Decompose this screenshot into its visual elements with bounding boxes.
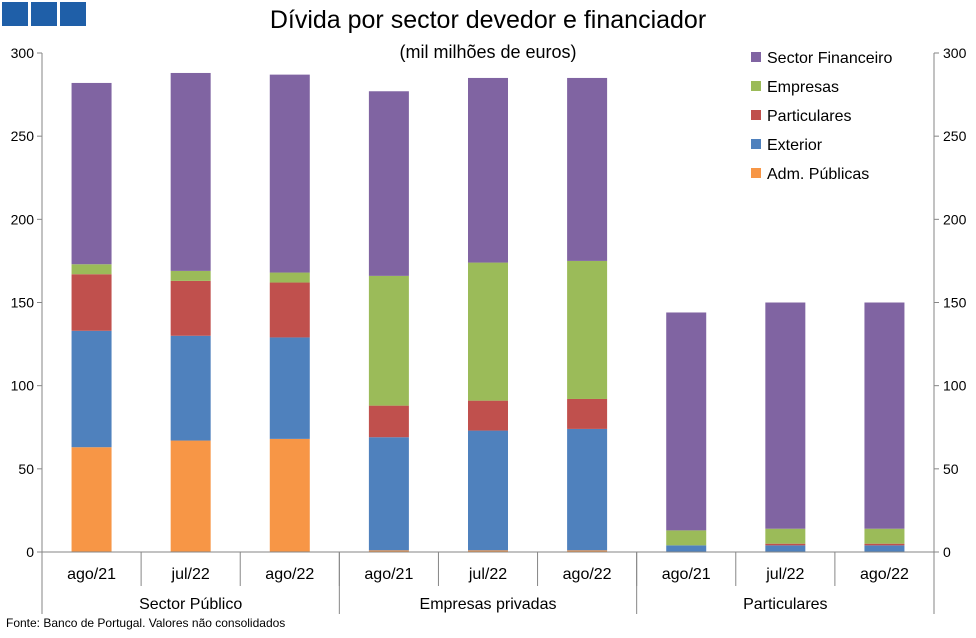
x-tick-label: jul/22 bbox=[468, 566, 507, 583]
bar-segment bbox=[468, 430, 508, 551]
bar-segment bbox=[567, 77, 608, 261]
bar-segment bbox=[368, 275, 409, 406]
bar-segment bbox=[666, 545, 707, 552]
y-tick-label-left: 100 bbox=[11, 378, 35, 394]
bar-segment bbox=[170, 335, 211, 441]
bar-segment bbox=[765, 543, 806, 546]
bar-segment bbox=[666, 312, 707, 531]
y-tick-label-right: 300 bbox=[943, 45, 967, 61]
bar-segment bbox=[864, 302, 905, 529]
y-tick-label-right: 100 bbox=[943, 378, 967, 394]
y-tick-label-left: 0 bbox=[26, 544, 34, 560]
bar-segment bbox=[567, 550, 608, 552]
legend-swatch bbox=[751, 168, 761, 178]
bar-segment bbox=[269, 282, 310, 338]
bar-segment bbox=[567, 398, 608, 429]
bar-segment bbox=[468, 262, 508, 401]
x-tick-label: ago/21 bbox=[662, 566, 711, 583]
bar-segment bbox=[170, 72, 211, 271]
legend-label: Empresas bbox=[767, 79, 839, 96]
bar-segment bbox=[368, 550, 409, 552]
bar-segment bbox=[864, 545, 905, 552]
x-tick-label: ago/21 bbox=[67, 566, 116, 583]
bar-segment bbox=[71, 447, 112, 552]
legend-swatch bbox=[751, 110, 761, 120]
source-note: Fonte: Banco de Portugal. Valores não co… bbox=[6, 616, 286, 630]
legend-label: Particulares bbox=[767, 108, 851, 125]
x-tick-label: ago/22 bbox=[265, 566, 314, 583]
chart-subtitle: (mil milhões de euros) bbox=[399, 42, 577, 62]
bar-segment bbox=[71, 264, 112, 275]
bar-segment bbox=[368, 437, 409, 551]
bar-segment bbox=[269, 74, 310, 273]
y-tick-label-left: 300 bbox=[11, 45, 35, 61]
bar-segment bbox=[864, 543, 905, 546]
x-tick-label: ago/22 bbox=[860, 566, 909, 583]
bar-segment bbox=[71, 330, 112, 448]
y-tick-label-left: 250 bbox=[11, 128, 35, 144]
legend-swatch bbox=[751, 81, 761, 91]
x-group-label: Particulares bbox=[743, 596, 827, 613]
bar-segment bbox=[368, 91, 409, 276]
bar-segment bbox=[666, 530, 707, 546]
bar-segment bbox=[269, 337, 310, 439]
bar-segment bbox=[765, 528, 806, 544]
bar-segment bbox=[269, 438, 310, 552]
bar-segment bbox=[368, 405, 409, 438]
bar-segment bbox=[170, 270, 211, 281]
y-tick-label-left: 200 bbox=[11, 211, 35, 227]
x-group-label: Empresas privadas bbox=[420, 596, 557, 613]
legend-label: Sector Financeiro bbox=[767, 50, 892, 67]
bar-segment bbox=[170, 440, 211, 552]
bar-segment bbox=[468, 400, 508, 431]
bar-segment bbox=[170, 280, 211, 336]
legend-label: Adm. Públicas bbox=[767, 166, 869, 183]
bar-segment bbox=[765, 302, 806, 529]
y-tick-label-left: 150 bbox=[11, 295, 35, 311]
bar-segment bbox=[567, 260, 608, 399]
y-tick-label-right: 250 bbox=[943, 128, 967, 144]
y-tick-label-right: 150 bbox=[943, 295, 967, 311]
bar-segment bbox=[864, 528, 905, 544]
bar-segment bbox=[468, 550, 508, 552]
y-tick-label-right: 200 bbox=[943, 211, 967, 227]
bar-segment bbox=[71, 82, 112, 265]
x-tick-label: ago/22 bbox=[563, 566, 612, 583]
legend-label: Exterior bbox=[767, 137, 823, 154]
bar-segment bbox=[567, 428, 608, 551]
chart-title: Dívida por sector devedor e financiador bbox=[269, 6, 707, 34]
bar-segment bbox=[71, 274, 112, 331]
x-tick-label: jul/22 bbox=[765, 566, 804, 583]
x-group-label: Sector Público bbox=[139, 596, 242, 613]
x-tick-label: ago/21 bbox=[364, 566, 413, 583]
bar-segment bbox=[468, 77, 508, 263]
legend-swatch bbox=[751, 52, 761, 62]
y-tick-label-left: 50 bbox=[18, 461, 34, 477]
y-tick-label-right: 0 bbox=[943, 544, 951, 560]
bank-logo-icon bbox=[2, 2, 86, 26]
bar-segment bbox=[269, 272, 310, 283]
bar-segment bbox=[765, 545, 806, 552]
legend-swatch bbox=[751, 139, 761, 149]
x-tick-label: jul/22 bbox=[171, 566, 210, 583]
y-tick-label-right: 50 bbox=[943, 461, 959, 477]
